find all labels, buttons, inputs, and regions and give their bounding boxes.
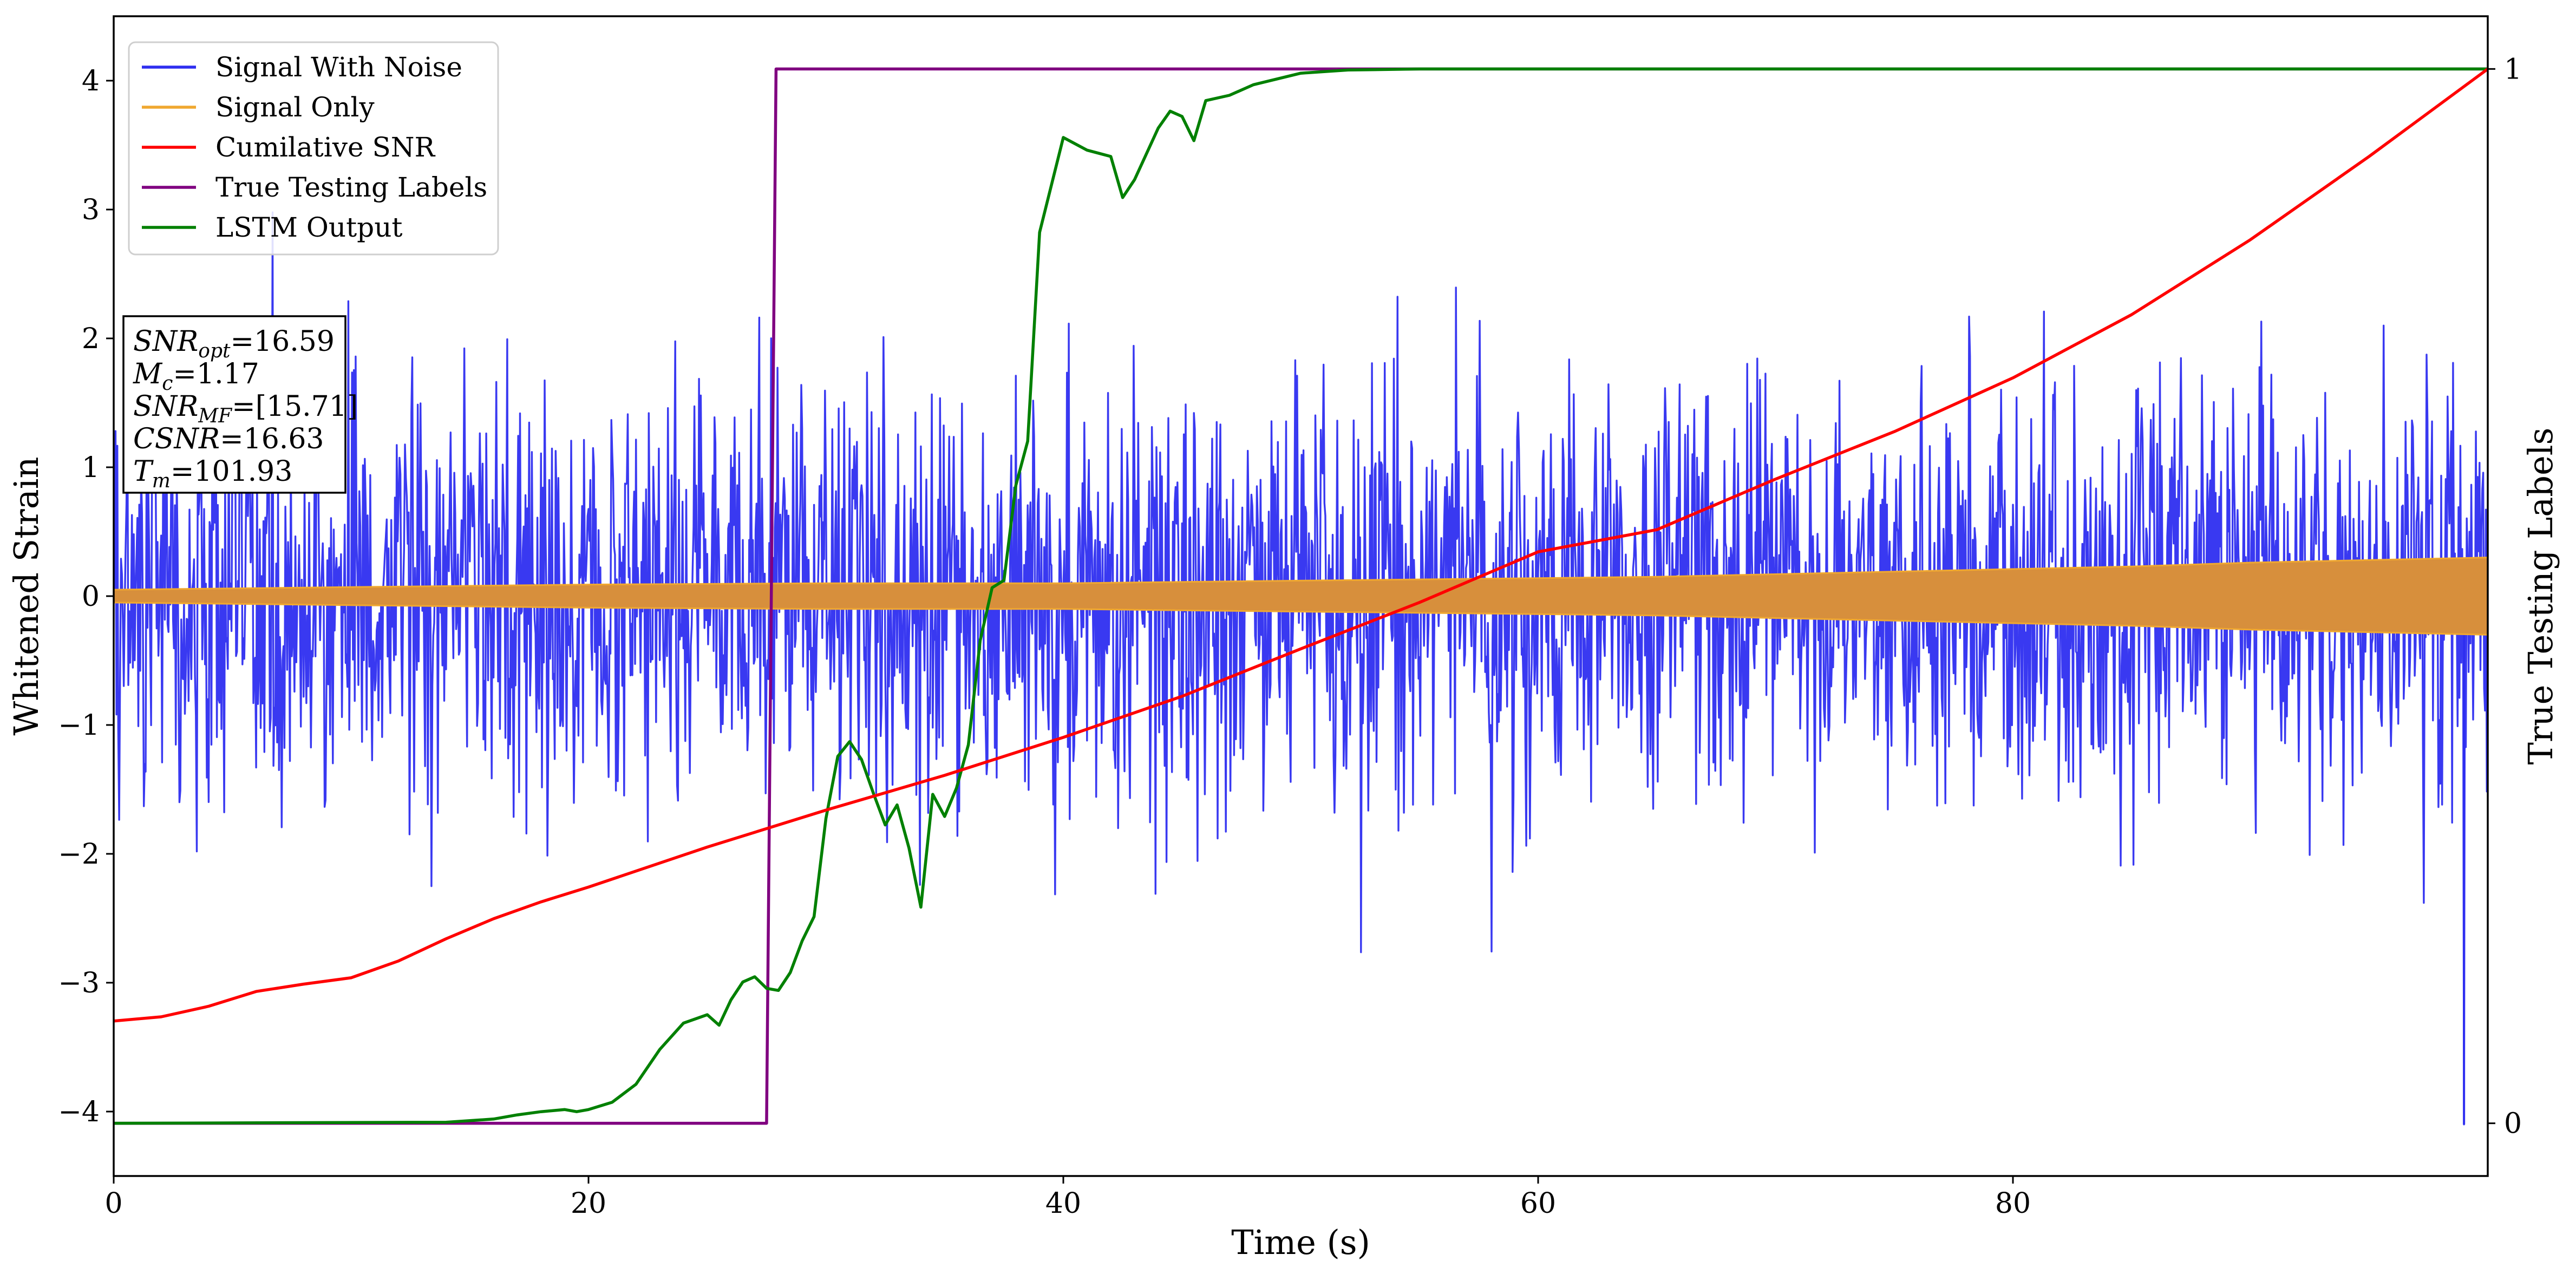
y-tick-label: 0 [82, 580, 100, 613]
annotation-value: =[15.71] [232, 390, 358, 423]
annotation-symbol: SNR [133, 390, 198, 423]
y-tick-label: 4 [82, 65, 100, 97]
series-cumulative-snr [114, 68, 2488, 1023]
x-tick-label: 40 [1045, 1187, 1081, 1220]
annotation-subscript: c [162, 373, 173, 395]
annotation-line: Mc=1.17 [133, 358, 259, 395]
legend-frame [128, 41, 499, 256]
legend-label: Signal Only [215, 92, 375, 123]
legend-label: LSTM Output [215, 212, 402, 243]
y-right-axis-label: True Testing Labels [2521, 428, 2560, 765]
y-right-tick-label: 1 [2504, 53, 2522, 86]
x-tick-label: 60 [1520, 1187, 1556, 1220]
y-tick-label: −2 [58, 838, 100, 871]
annotation-value: =16.63 [220, 423, 324, 455]
series-signal-only [114, 557, 2488, 636]
annotation-symbol: CSNR [133, 423, 220, 455]
annotation-value: =1.17 [173, 358, 259, 390]
y-axis-label: Whitened Strain [6, 457, 46, 736]
x-tick-label: 0 [104, 1187, 122, 1220]
legend-label: Signal With Noise [215, 51, 462, 83]
x-tick-label: 80 [1995, 1187, 2031, 1220]
annotation-box: SNRopt=16.59Mc=1.17SNRMF=[15.71]CSNR=16.… [122, 315, 358, 494]
plot-area [114, 67, 2488, 1126]
annotation-value: =16.59 [230, 325, 334, 358]
annotation-subscript: m [152, 470, 171, 492]
annotation-line: CSNR=16.63 [133, 423, 324, 455]
annotation-symbol: SNR [133, 325, 198, 358]
annotation-line: Tm=101.93 [133, 455, 292, 492]
y-tick-label: 2 [82, 323, 100, 355]
y-tick-label: −4 [58, 1096, 100, 1128]
y-tick-label: −3 [58, 967, 100, 999]
annotation-symbol: T [133, 455, 154, 488]
y-tick-label: 1 [82, 452, 100, 484]
y-tick-label: −1 [58, 709, 100, 742]
y-right-tick-label: 0 [2504, 1108, 2522, 1140]
y-tick-label: 3 [82, 194, 100, 226]
legend-label: True Testing Labels [215, 172, 487, 203]
annotation-subscript: opt [198, 340, 231, 362]
annotation-line: SNRopt=16.59 [133, 325, 335, 362]
series-lstm-output [114, 67, 2488, 1125]
x-axis-label: Time (s) [1231, 1223, 1370, 1262]
annotation-line: SNRMF=[15.71] [133, 390, 358, 427]
annotation-frame [122, 315, 346, 494]
legend-label: Cumilative SNR [215, 132, 435, 163]
annotation-symbol: M [133, 358, 163, 390]
legend: Signal With Noise Signal Only Cumilative S… [128, 41, 499, 256]
annotation-subscript: MF [198, 405, 233, 427]
annotation-value: =101.93 [171, 455, 293, 488]
x-tick-label: 20 [571, 1187, 606, 1220]
